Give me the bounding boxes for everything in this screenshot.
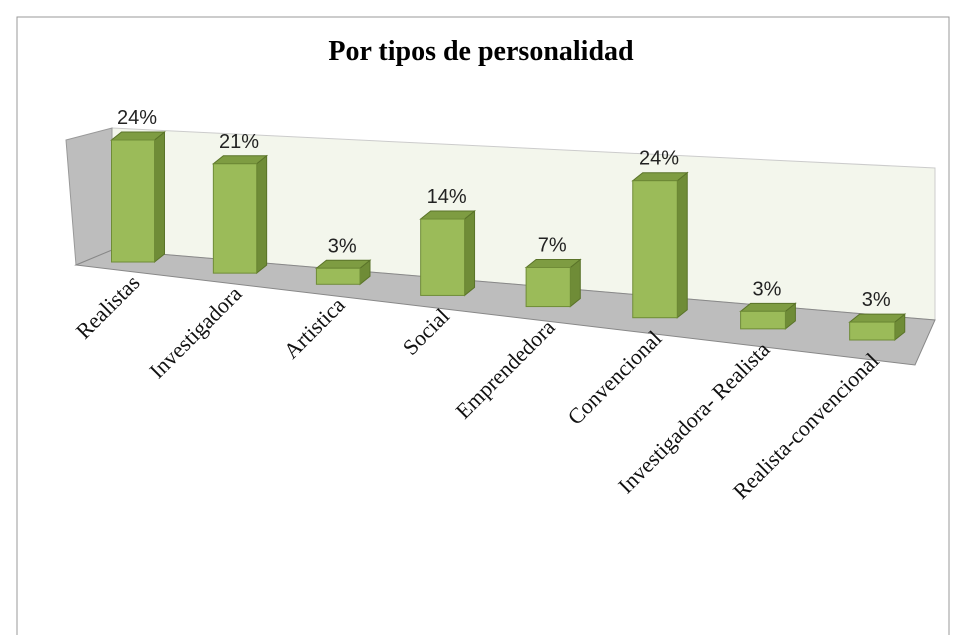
bar: [740, 310, 786, 330]
bar-top: [211, 155, 269, 165]
bar-side: [676, 171, 688, 319]
data-label: 7%: [538, 234, 567, 256]
bar: [525, 266, 571, 308]
bar-side: [154, 130, 165, 264]
bar-side: [464, 209, 476, 297]
bar: [315, 267, 361, 285]
bar-top: [314, 259, 372, 269]
floor: [74, 249, 936, 366]
data-label: 3%: [753, 278, 782, 300]
data-label: 14%: [427, 186, 467, 208]
bar: [111, 139, 155, 263]
data-label: 24%: [639, 148, 679, 170]
bar: [420, 218, 466, 296]
bar-top: [739, 302, 797, 312]
data-label: 21%: [219, 131, 259, 153]
data-label: 3%: [862, 289, 891, 311]
chart-title: Por tipos de personalidad: [328, 36, 634, 67]
bar-top: [848, 313, 907, 323]
bar-top: [631, 172, 689, 182]
data-label: 3%: [328, 235, 357, 257]
bar-top: [110, 131, 166, 141]
bar: [632, 180, 678, 319]
bar-top: [524, 258, 582, 268]
bar: [212, 163, 258, 274]
data-label: 24%: [117, 107, 157, 129]
bar: [849, 321, 896, 341]
bar-top: [419, 210, 476, 220]
bar-side: [256, 154, 268, 275]
